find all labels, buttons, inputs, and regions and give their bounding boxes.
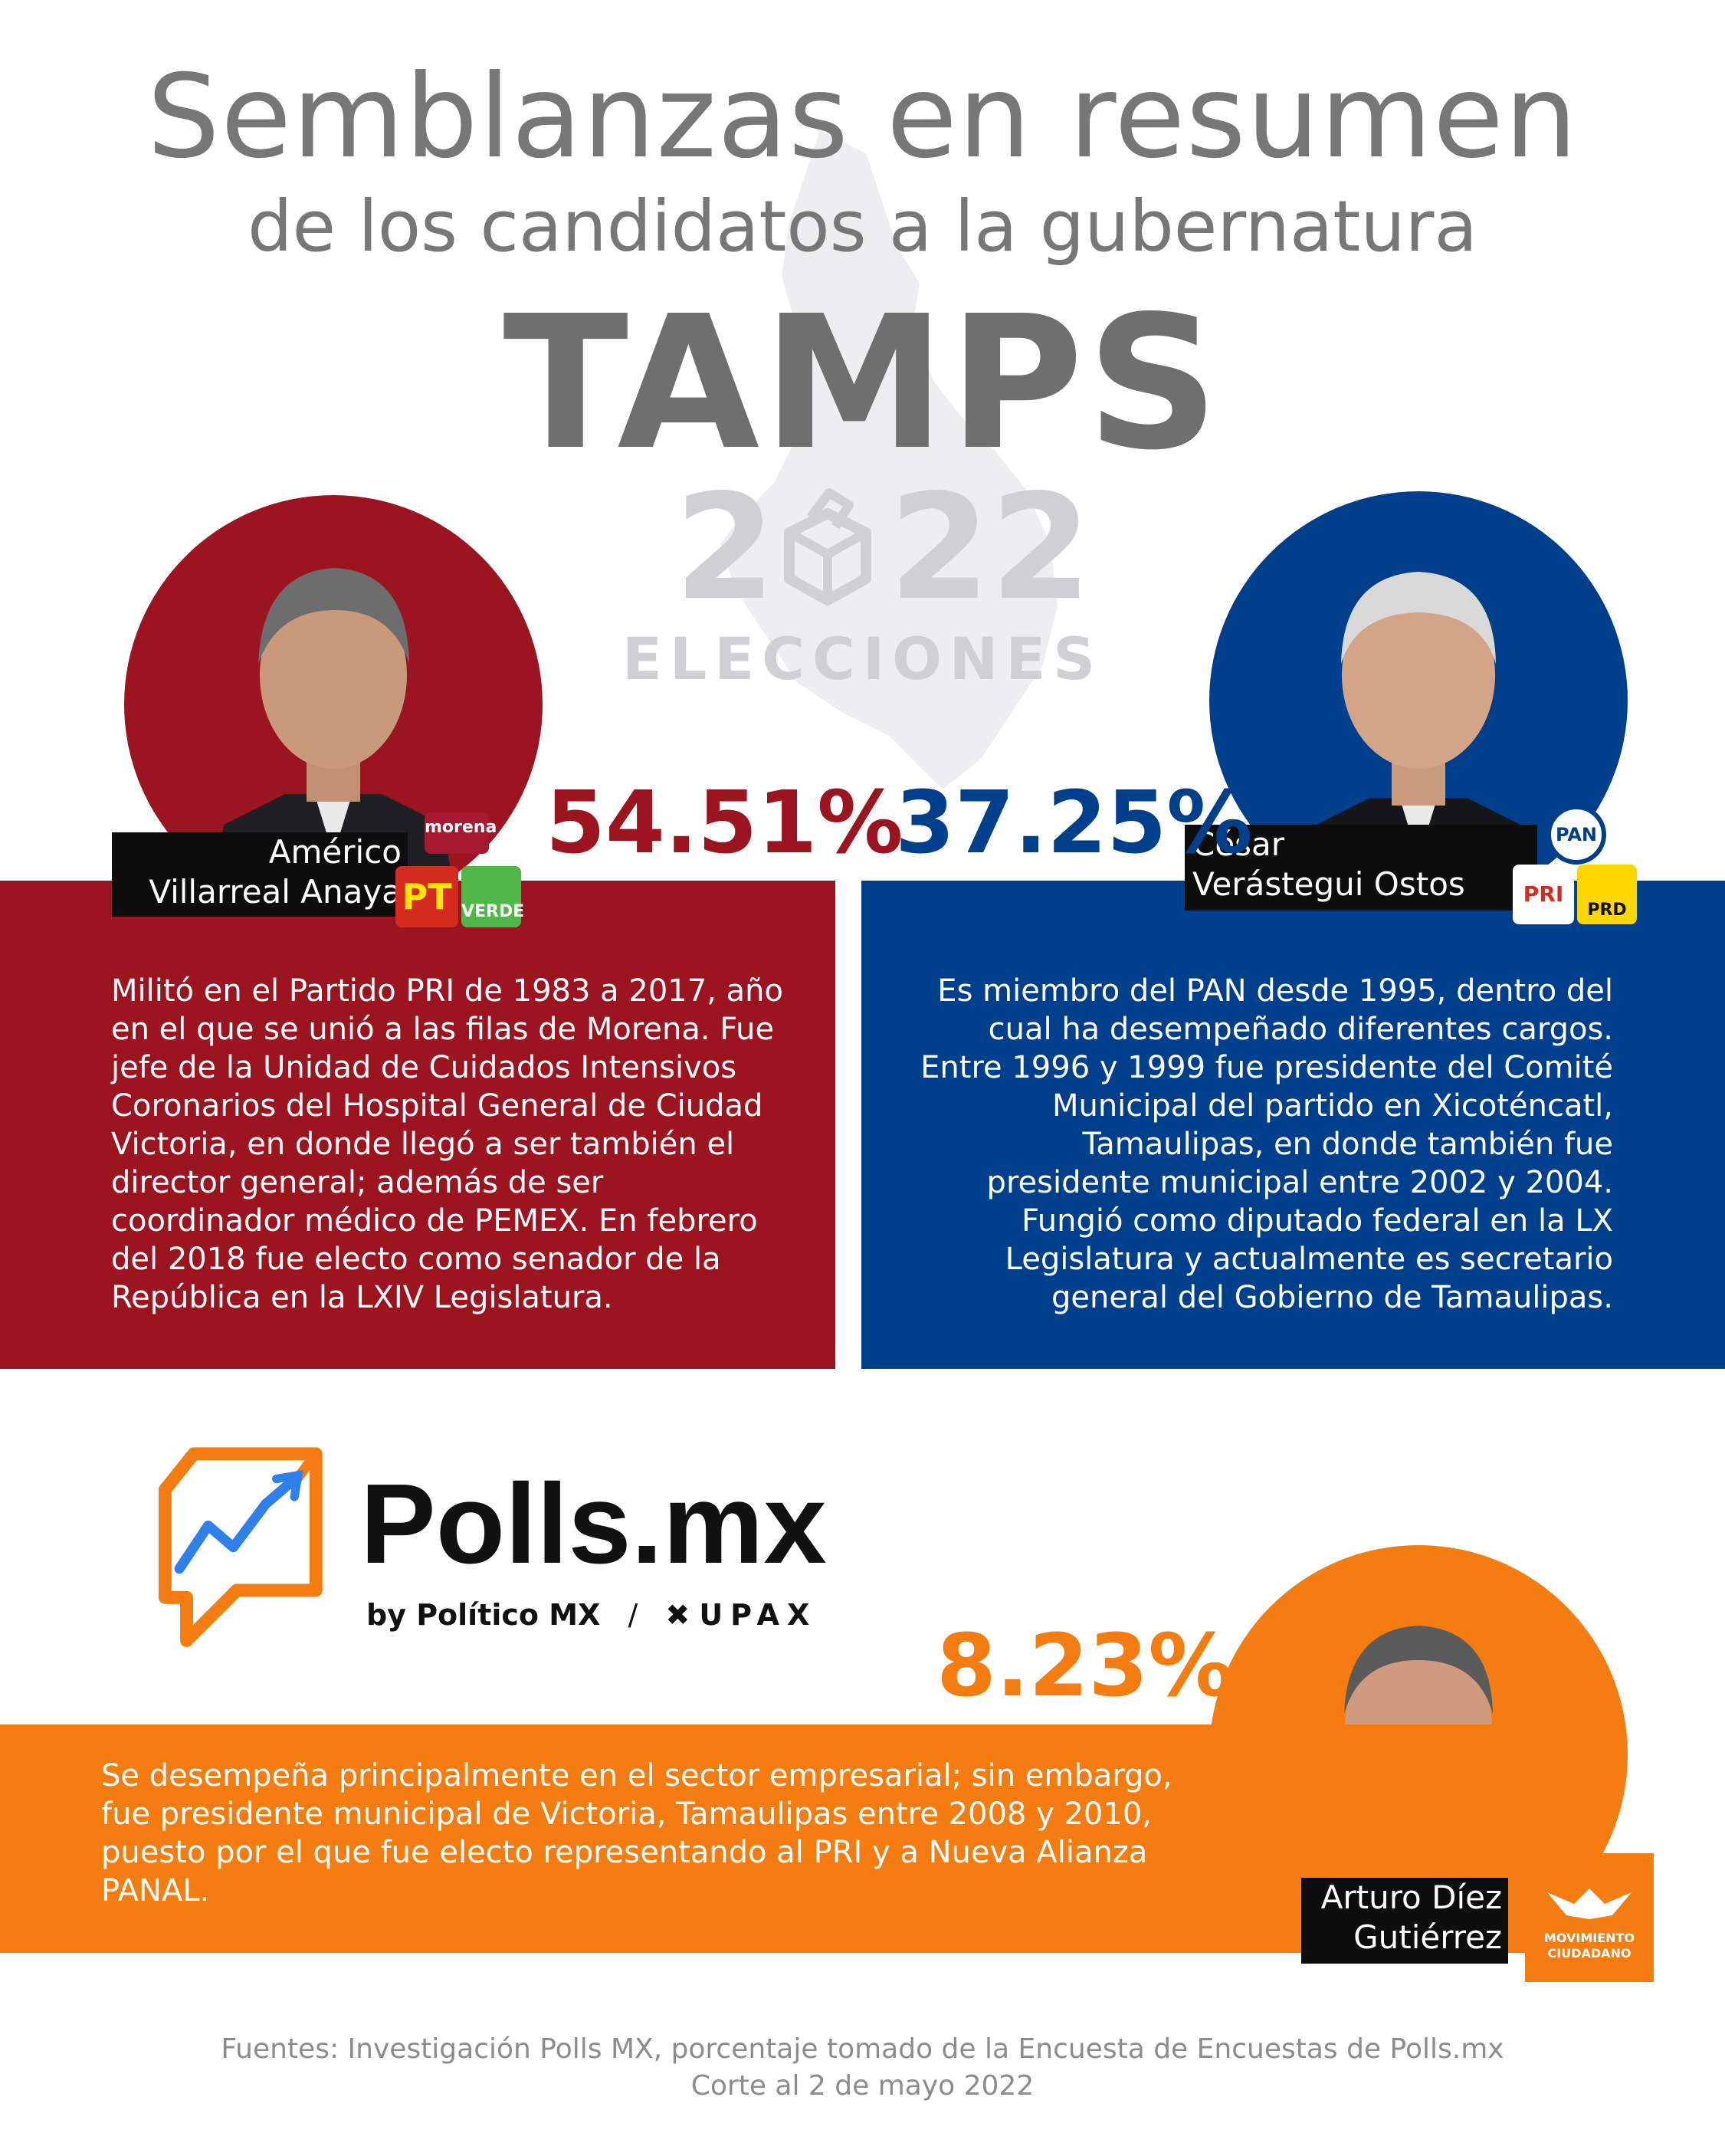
brand-partner: UPAX [699, 1598, 818, 1632]
name-arturo: Arturo Díez Gutiérrez [1301, 1878, 1508, 1964]
brand-byline: by Político MX / ✖ UPAX [366, 1600, 817, 1629]
pt-logo-text: PT [402, 876, 452, 917]
footer-sources: Fuentes: Investigación Polls MX, porcent… [221, 2033, 1504, 2065]
percent-cesar: 37.25% [895, 773, 1253, 873]
name-cesar-line2: Verástegui Ostos [1192, 865, 1465, 903]
page-subtitle: de los candidatos a la gubernatura [248, 185, 1477, 267]
year-digit-left: 2 [674, 463, 776, 632]
name-americo: Américo Villarreal Anaya [112, 832, 408, 917]
name-americo-line1: Américo [268, 833, 402, 871]
polls-mx-logo-icon [158, 1447, 323, 1647]
mc-logo-line2: CIUDADANO [1547, 1946, 1632, 1961]
name-cesar-line1: César [1192, 825, 1285, 863]
morena-logo: morena [425, 812, 497, 854]
pt-logo: PT [395, 866, 458, 927]
pan-logo: PAN [1546, 805, 1606, 865]
brand-by-politico: by Político MX [366, 1598, 601, 1632]
prd-logo-text: PRD [1587, 901, 1627, 920]
page-title: Semblanzas en resumen [146, 51, 1579, 184]
polls-mx-wordmark: Polls.mx [360, 1461, 827, 1587]
verde-logo-text: VERDE [461, 902, 525, 921]
elections-year: 2 22 [667, 475, 1096, 628]
pri-logo: PRI [1513, 865, 1574, 924]
tamaulipas-map-silhouette [720, 130, 1058, 789]
prd-logo: PRD [1577, 865, 1637, 924]
percent-americo: 54.51% [546, 773, 903, 873]
panel-cesar [861, 881, 1725, 1369]
name-arturo-line1: Arturo Díez [1320, 1879, 1502, 1916]
upax-icon: ✖ [665, 1598, 690, 1632]
bio-arturo: Se desempeña principalmente en el sector… [101, 1758, 1172, 1908]
pri-logo-text: PRI [1523, 881, 1564, 907]
pan-logo-text: PAN [1555, 824, 1598, 845]
bio-cesar: Es miembro del PAN desde 1995, dentro de… [920, 973, 1613, 1315]
bio-americo: Militó en el Partido PRI de 1983 a 2017,… [111, 973, 783, 1315]
morena-logo-text: morena [425, 818, 497, 837]
brand-separator: / [628, 1598, 638, 1632]
name-arturo-line2: Gutiérrez [1353, 1918, 1502, 1956]
eagle-icon [1547, 1889, 1632, 1919]
mc-logo-line1: MOVIMIENTO [1543, 1931, 1635, 1945]
footer-cutoff-date: Corte al 2 de mayo 2022 [690, 2070, 1035, 2102]
percent-arturo: 8.23% [936, 1616, 1235, 1716]
panel-americo [0, 881, 835, 1369]
movimiento-ciudadano-logo: MOVIMIENTO CIUDADANO [1525, 1853, 1654, 1982]
year-digits-right: 22 [889, 463, 1092, 632]
state-title: TAMPS [503, 276, 1222, 491]
verde-logo: VERDE [461, 866, 525, 927]
elections-label: ELECCIONES [622, 625, 1103, 693]
ballot-box-icon [784, 488, 871, 605]
name-cesar: César Verástegui Ostos [1185, 825, 1537, 911]
name-americo-line2: Villarreal Anaya [149, 873, 402, 911]
